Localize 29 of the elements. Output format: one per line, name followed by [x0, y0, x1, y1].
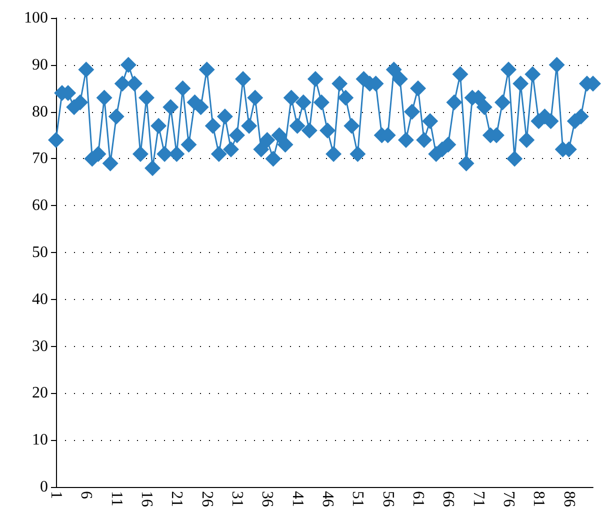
x-tick-label: 16: [138, 491, 156, 507]
x-tick-label: 41: [288, 491, 306, 507]
y-tick-label: 100: [24, 10, 48, 26]
x-tick-label: 6: [78, 491, 95, 499]
x-tick-label: 21: [168, 491, 186, 507]
y-tick-label: 30: [32, 338, 48, 355]
x-tick-label: 56: [379, 491, 396, 507]
x-tick-label: 46: [319, 491, 336, 507]
y-tick-label: 0: [40, 478, 48, 496]
x-tick-label: 51: [349, 491, 366, 507]
y-tick-label: 80: [32, 103, 48, 120]
y-tick-label: 60: [32, 197, 48, 214]
x-tick-label: 76: [500, 491, 518, 507]
x-tick-label: 36: [258, 491, 276, 507]
y-tick-label: 10: [32, 432, 48, 449]
x-tick-label: 81: [530, 491, 548, 507]
x-tick-label: 66: [440, 491, 457, 507]
x-tick-label: 71: [470, 491, 487, 507]
y-tick-label: 90: [32, 56, 48, 74]
y-tick-label: 70: [32, 150, 48, 168]
y-tick-label: 40: [32, 290, 48, 308]
x-tick-label: 61: [410, 491, 427, 507]
x-tick-label: 11: [108, 491, 125, 506]
x-tick-label: 1: [48, 491, 64, 499]
x-tick-label: 31: [228, 491, 246, 507]
y-tick-label: 20: [32, 384, 48, 402]
x-tick-label: 26: [198, 491, 216, 507]
y-tick-label: 50: [32, 244, 48, 261]
x-tick-label: 86: [560, 491, 578, 507]
